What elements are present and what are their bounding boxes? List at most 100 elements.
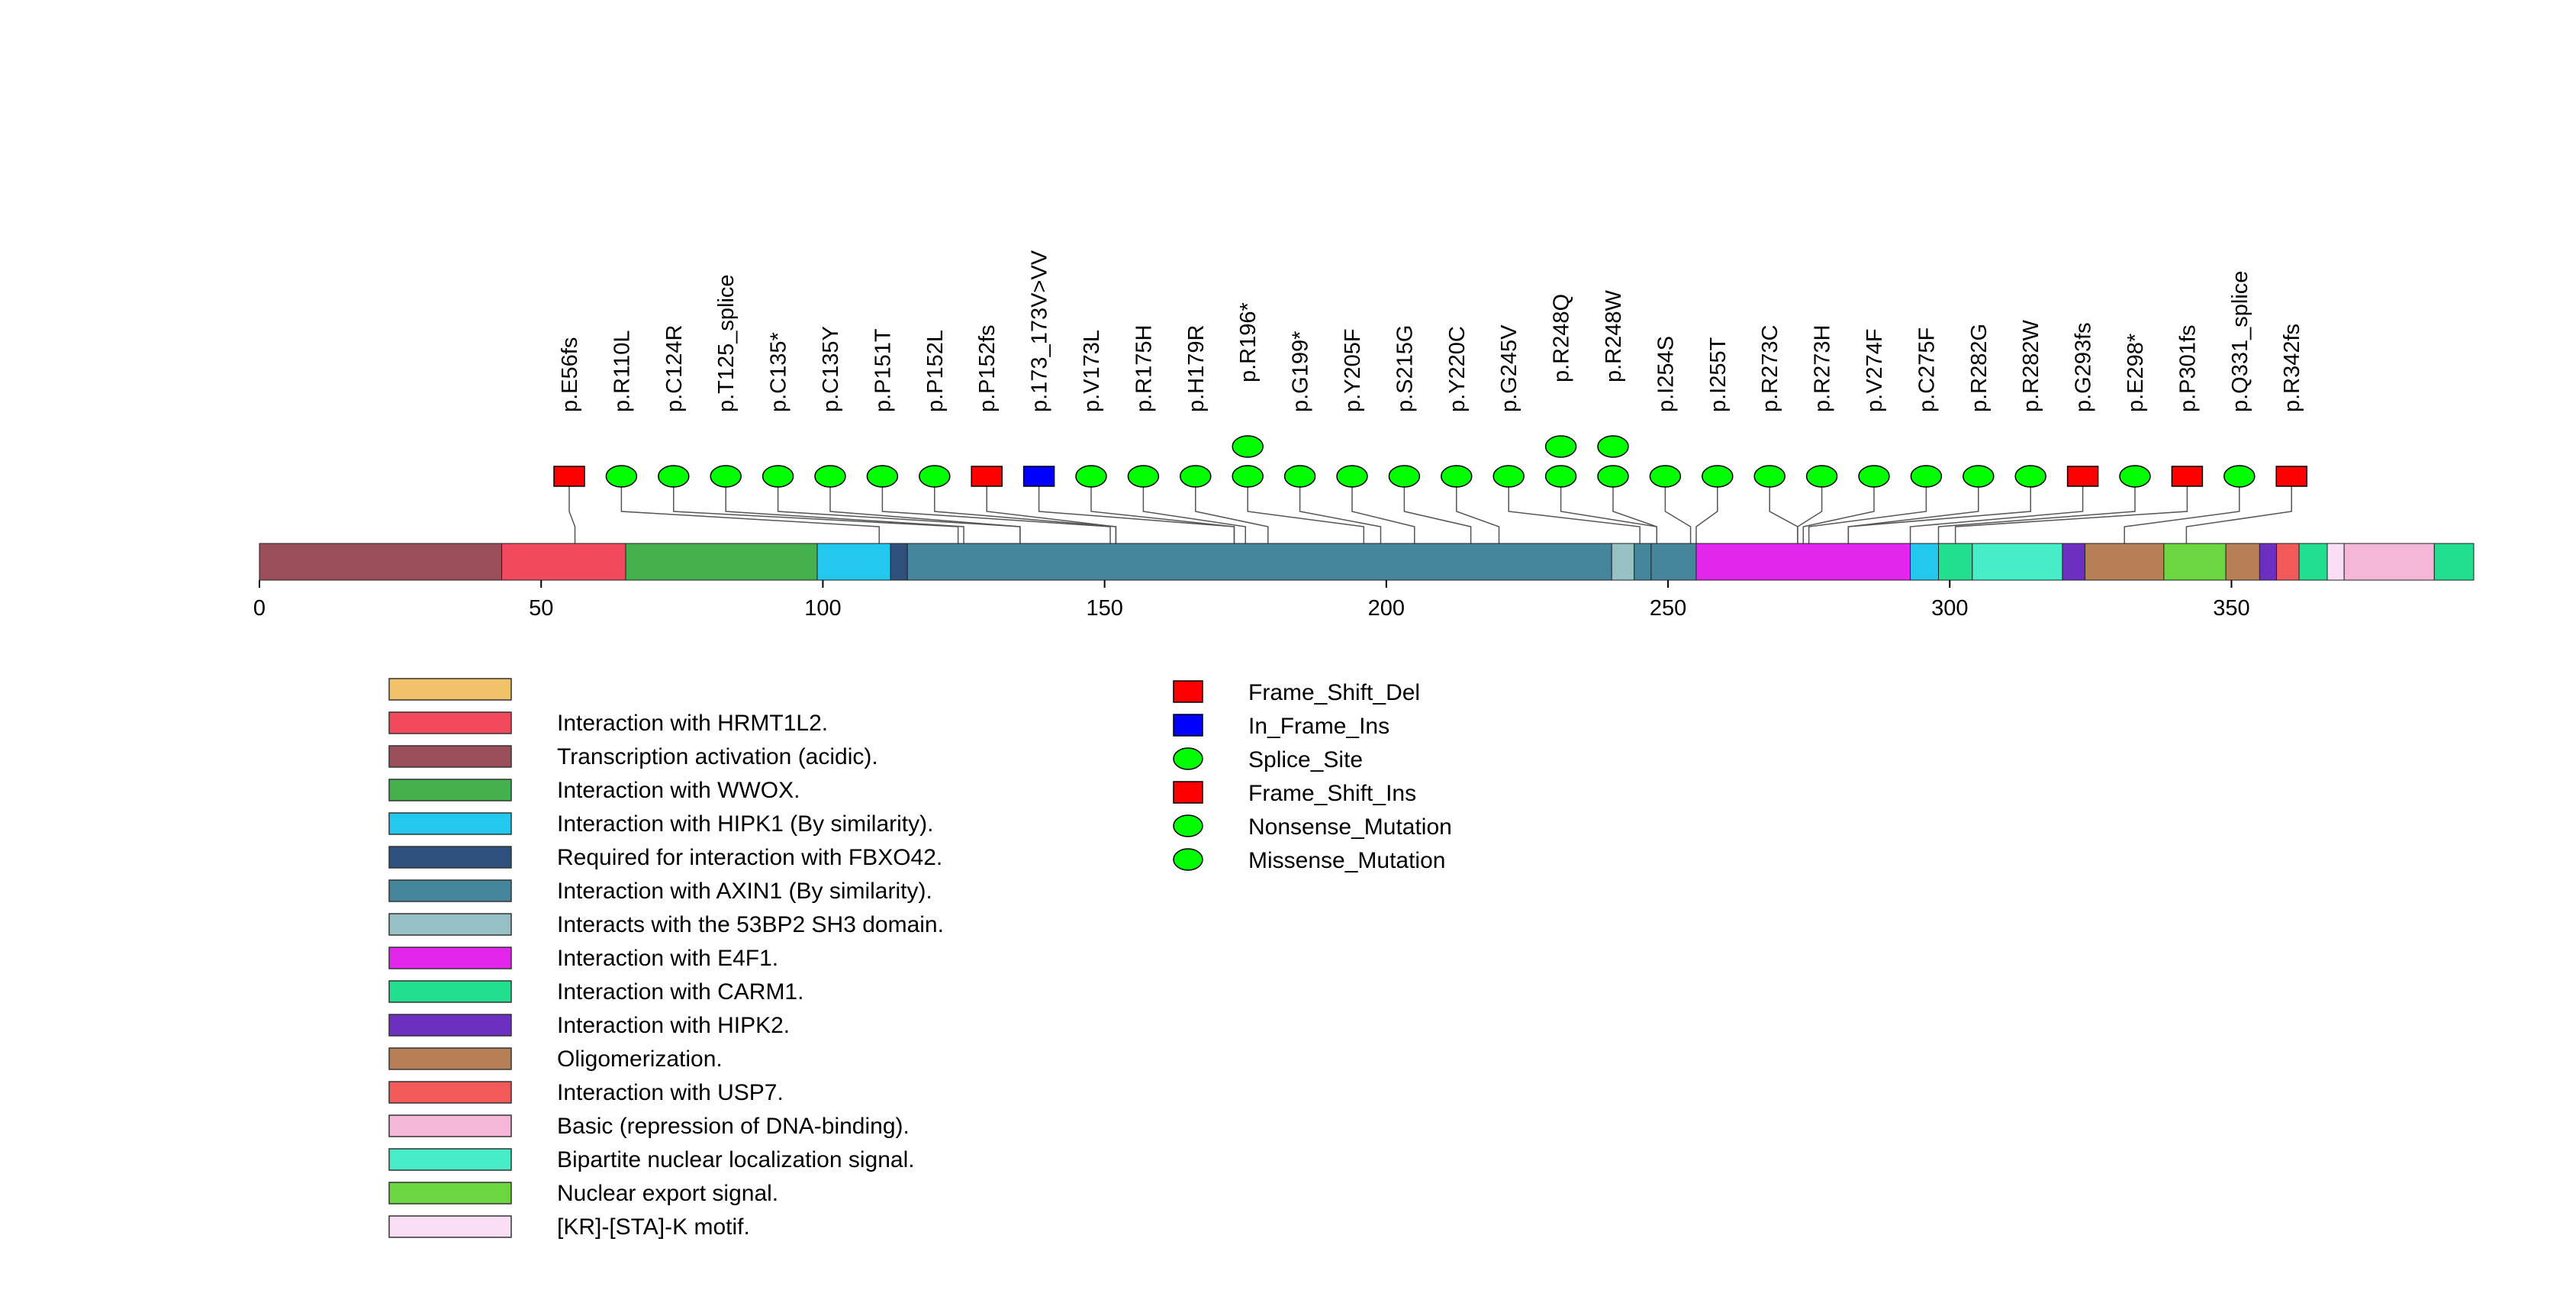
mutation-marker [553,466,585,487]
legend-label: Interaction with HIPK2. [557,1013,790,1038]
domain-segment [2084,543,2165,581]
mutation-label: p.S215G [1393,325,1417,412]
connector-line [1802,476,1875,543]
mutation-marker [2014,465,2046,488]
domain-segment [1611,543,1635,581]
legend-swatch [388,678,512,701]
domain-segment [625,543,818,581]
domain-segment [1910,543,1939,581]
domain-segment [501,543,626,581]
mutation-marker [1597,465,1629,488]
domain-segment [1695,543,1911,581]
domain-segment [1937,543,1973,581]
domain-segment [2343,543,2435,581]
legend-swatch [388,913,512,936]
legend-swatch [388,812,512,835]
connector-lines [568,476,2292,543]
legend-swatch [388,1081,512,1104]
legend-marker [1173,714,1203,737]
connector-line [1808,476,1927,543]
legend-marker [1173,814,1203,837]
mutation-label: p.I254S [1653,336,1678,412]
mutation-label: p.R282G [1967,324,1992,412]
mutation-label: p.C275F [1914,327,1939,412]
connector-line [1247,476,1365,543]
axis-tick-label: 200 [1368,596,1405,621]
mutation-marker [1544,435,1577,458]
legend-swatch [388,1182,512,1205]
connector-line [568,476,576,543]
domain-segment [816,543,891,581]
legend-swatch [388,1114,512,1137]
protein-backbone [259,543,2475,581]
mutation-label: p.P152L [923,330,948,412]
domain-segment [906,543,1612,581]
domain-segment [2163,543,2227,581]
connector-line [1937,476,2136,543]
mutation-marker [1544,465,1577,488]
domain-segment [2433,543,2475,581]
mutation-label: p.173_173V>VV [1028,250,1052,412]
mutation-marker [1180,465,1212,488]
legend-swatch [388,1215,512,1238]
mutation-marker [1441,465,1473,488]
legend-label: Frame_Shift_Ins [1248,781,1416,806]
domain-segment [1972,543,2063,581]
mutation-marker [658,465,690,488]
axis-tick-label: 250 [1650,596,1686,621]
legend-swatch [388,947,512,969]
legend-swatch [388,1148,512,1171]
domain-segment [2062,543,2085,581]
mutation-label: p.R196* [1236,302,1261,382]
axis-tick-label: 100 [804,596,841,621]
connector-line [725,476,964,543]
connector-line [1664,476,1692,543]
legend-label: Required for interaction with FBXO42. [557,845,942,870]
connector-line [673,476,959,543]
legend-label: Interacts with the 53BP2 SH3 domain. [557,912,944,937]
connector-line [1797,476,1823,543]
connector-line [1909,476,2084,543]
domain-segment [259,543,503,581]
connector-line [1299,476,1382,543]
domain-segment [2326,543,2345,581]
connector-line [829,476,1021,543]
mutation-markers [553,435,2307,488]
connector-line [1954,476,2188,543]
legend-label: Oligomerization. [557,1047,723,1072]
legend-marker [1173,781,1203,804]
legend-label: Bipartite nuclear localization signal. [557,1147,915,1172]
legend-label: Basic (repression of DNA-binding). [557,1114,910,1139]
mutation-marker [1805,465,1838,488]
connector-line [986,476,1117,543]
mutation-label: p.I255T [1706,337,1731,412]
mutation-label: p.G293fs [2072,322,2096,412]
connector-line [1508,476,1641,543]
legend-label: Interaction with CARM1. [557,979,803,1005]
mutation-marker [1022,466,1055,487]
domain-segment [2259,543,2278,581]
connector-line [1612,476,1658,543]
mutation-marker [1232,435,1264,458]
connector-line [620,476,881,543]
mutation-label: p.V173L [1080,330,1104,412]
legend-swatch [388,980,512,1003]
legend-swatch [388,779,512,801]
connector-line [1195,476,1269,543]
axis-tick-label: 350 [2213,596,2249,621]
mutation-label: p.H179R [1184,325,1209,412]
mutation-marker [866,465,899,488]
mutation-marker [2275,466,2307,487]
legend-label: Interaction with E4F1. [557,946,778,971]
mutation-marker [1336,465,1368,488]
axis-tick-label: 150 [1086,596,1122,621]
mutation-marker [1649,465,1682,488]
mutation-label: p.R273C [1758,325,1782,412]
mutation-marker [1597,435,1629,458]
mutation-marker [1075,465,1107,488]
legend-swatch [388,745,512,768]
mutation-marker [1232,465,1264,488]
legend-label: Nuclear export signal. [557,1181,778,1206]
connector-line [881,476,1111,543]
